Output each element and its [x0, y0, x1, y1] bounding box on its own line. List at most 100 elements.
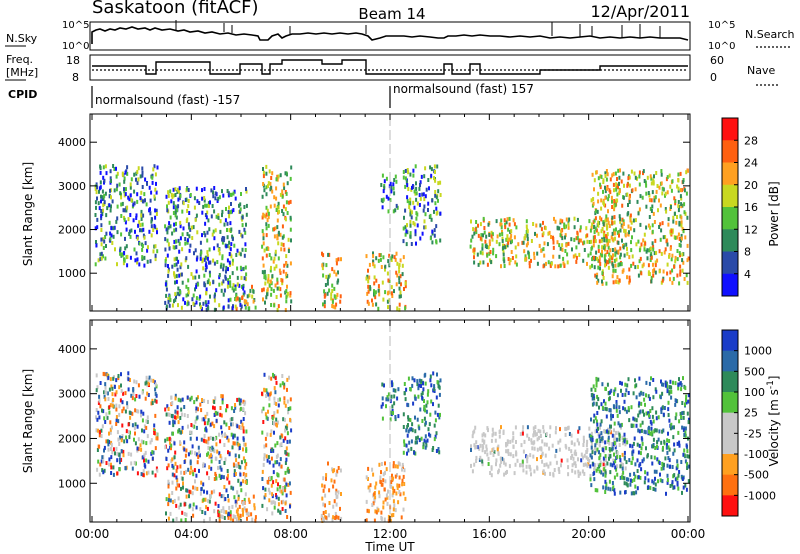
echo-cell	[430, 383, 433, 388]
echo-cell	[212, 280, 215, 285]
echo-cell	[668, 385, 671, 390]
echo-cell	[576, 236, 579, 241]
echo-cell	[334, 516, 337, 520]
echo-cell	[680, 236, 683, 241]
echo-cell	[618, 410, 621, 415]
echo-cell	[233, 189, 236, 194]
echo-cell	[599, 422, 602, 427]
echo-cell	[288, 375, 290, 380]
echo-cell	[190, 430, 193, 435]
echo-cell	[683, 210, 686, 215]
echo-cell	[187, 290, 190, 295]
echo-cell	[580, 452, 583, 457]
echo-cell	[433, 228, 436, 233]
echo-cell	[623, 481, 626, 486]
x-tick-label: 00:00	[671, 527, 706, 541]
echo-cell	[638, 248, 641, 253]
echo-cell	[142, 233, 145, 238]
echo-cell	[126, 254, 129, 259]
echo-cell	[495, 458, 498, 463]
echo-cell	[644, 470, 647, 475]
echo-cell	[557, 467, 560, 472]
echo-cell	[165, 194, 168, 199]
echo-cell	[405, 229, 408, 234]
echo-cell	[565, 426, 568, 431]
echo-cell	[277, 232, 280, 237]
echo-cell	[630, 248, 633, 253]
echo-cell	[654, 238, 657, 243]
echo-cell	[680, 387, 683, 392]
echo-cell	[416, 417, 419, 422]
echo-cell	[378, 253, 381, 258]
echo-cell	[393, 191, 396, 196]
echo-cell	[542, 429, 545, 434]
echo-cell	[433, 437, 436, 442]
echo-cell	[94, 226, 97, 231]
echo-cell	[676, 459, 679, 464]
echo-cell	[384, 470, 386, 475]
echo-cell	[646, 175, 649, 180]
echo-cell	[593, 265, 596, 270]
echo-cell	[107, 447, 110, 452]
echo-cell	[396, 464, 399, 469]
echo-cell	[288, 439, 291, 444]
echo-cell	[387, 278, 390, 283]
echo-cell	[405, 387, 408, 392]
echo-cell	[248, 293, 251, 298]
echo-cell	[172, 187, 175, 192]
echo-cell	[634, 462, 637, 467]
echo-cell	[327, 274, 330, 279]
echo-cell	[235, 306, 238, 311]
echo-cell	[390, 394, 393, 399]
echo-cell	[221, 400, 224, 405]
echo-cell	[599, 462, 602, 467]
echo-cell	[671, 253, 674, 258]
echo-cell	[221, 433, 224, 438]
echo-cell	[126, 263, 129, 268]
echo-cell	[220, 494, 223, 499]
echo-cell	[137, 223, 140, 228]
echo-cell	[411, 185, 413, 190]
echo-cell	[623, 439, 626, 444]
echo-cell	[635, 490, 638, 495]
echo-cell	[509, 229, 512, 234]
echo-cell	[194, 486, 197, 491]
echo-cell	[416, 382, 419, 387]
echo-cell	[232, 288, 235, 293]
echo-cell	[678, 237, 681, 241]
echo-cell	[134, 441, 137, 446]
echo-cell	[673, 442, 676, 447]
echo-cell	[179, 398, 182, 403]
echo-cell	[104, 397, 107, 402]
echo-cell	[187, 199, 190, 203]
echo-cell	[132, 388, 135, 393]
echo-cell	[469, 244, 472, 249]
echo-cell	[499, 456, 502, 461]
echo-cell	[384, 479, 387, 484]
echo-cell	[227, 494, 229, 498]
echo-cell	[390, 412, 393, 417]
echo-cell	[125, 429, 128, 434]
echo-cell	[167, 412, 170, 417]
echo-cell	[173, 420, 176, 425]
echo-cell	[404, 281, 407, 286]
echo-cell	[487, 456, 490, 461]
echo-cell	[433, 176, 435, 181]
echo-cell	[619, 455, 621, 460]
echo-cell	[276, 177, 279, 182]
echo-cell	[491, 427, 494, 432]
echo-cell	[194, 275, 197, 280]
echo-cell	[270, 456, 273, 461]
echo-cell	[95, 408, 98, 412]
echo-cell	[613, 433, 616, 438]
echo-cell	[167, 273, 170, 278]
echo-cell	[325, 473, 328, 478]
echo-cell	[273, 266, 276, 271]
echo-cell	[399, 492, 402, 497]
echo-cell	[603, 399, 605, 404]
echo-cell	[393, 178, 396, 182]
echo-cell	[104, 382, 107, 387]
echo-cell	[655, 171, 658, 175]
echo-cell	[371, 302, 374, 307]
echo-cell	[124, 220, 127, 225]
